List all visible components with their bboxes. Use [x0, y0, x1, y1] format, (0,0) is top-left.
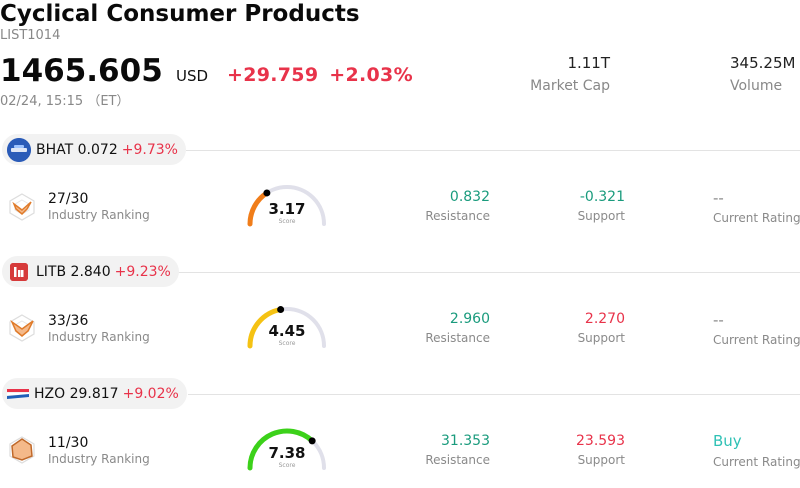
score-value: 7.38 [268, 444, 306, 462]
radar-ranking-icon [7, 192, 37, 222]
volume-value: 345.25M [730, 54, 796, 72]
stock-pill-litb[interactable]: LITB 2.840 +9.23% [2, 256, 179, 287]
score-gauge [247, 185, 326, 227]
score-value: 3.17 [268, 200, 306, 218]
score-value: 4.45 [268, 322, 306, 340]
current-rating-value: -- [713, 311, 724, 329]
stock-change-percent: +9.73% [121, 141, 178, 158]
support-value: 2.270 [584, 311, 625, 327]
support-value: -0.321 [579, 189, 625, 205]
resistance-label: Resistance [425, 331, 490, 345]
support-value: 23.593 [576, 433, 625, 449]
score-label: Score [278, 218, 296, 225]
stock-pill-hzo[interactable]: HZO 29.817 +9.02% [2, 378, 187, 409]
resistance-value: 2.960 [449, 311, 490, 327]
current-rating-label: Current Rating [713, 333, 800, 347]
index-price: 1465.605 [0, 53, 163, 89]
quote-time: 02/24, 15:15 （ET） [0, 94, 130, 109]
industry-rank-label: Industry Ranking [48, 330, 150, 344]
index-code: LIST1014 [0, 28, 61, 43]
resistance-label: Resistance [425, 209, 490, 223]
current-rating-value: Buy [713, 432, 742, 450]
litb-logo-icon [10, 262, 28, 281]
radar-ranking-icon [7, 435, 37, 465]
stock-change-percent: +9.02% [122, 385, 179, 402]
radar-ranking-icon [7, 313, 37, 343]
marinemax-logo-icon [7, 382, 29, 406]
currency-label: USD [176, 67, 209, 85]
support-label: Support [577, 331, 625, 345]
price-change-value: +29.759 [227, 64, 319, 86]
resistance-value: 0.832 [449, 189, 490, 205]
page-title: Cyclical Consumer Products [0, 1, 360, 27]
market-cap-label: Market Cap [530, 78, 610, 94]
stock-pill-bhat[interactable]: BHAT 0.072 +9.73% [2, 134, 186, 165]
stock-symbol: LITB 2.840 [36, 263, 111, 280]
current-rating-label: Current Rating [713, 455, 800, 469]
stock-change-percent: +9.23% [114, 263, 171, 280]
stock-symbol: BHAT 0.072 [36, 141, 118, 158]
support-label: Support [577, 209, 625, 223]
score-label: Score [278, 340, 296, 347]
price-change-percent: +2.03% [329, 64, 413, 86]
stock-symbol: HZO 29.817 [34, 385, 119, 402]
current-rating-label: Current Rating [713, 211, 800, 225]
section-divider [188, 394, 800, 395]
score-gauge [247, 306, 326, 349]
market-cap-value: 1.11T [567, 54, 610, 72]
score-gauge [247, 428, 326, 471]
resistance-value: 31.353 [441, 433, 490, 449]
industry-rank-label: Industry Ranking [48, 452, 150, 466]
price-change: +29.759 +2.03% [227, 64, 413, 86]
industry-rank-value: 27/30 [48, 191, 89, 207]
score-label: Score [278, 462, 296, 469]
current-rating-value: -- [713, 189, 724, 207]
industry-rank-value: 33/36 [48, 313, 89, 329]
section-divider [186, 150, 800, 151]
support-label: Support [577, 453, 625, 467]
industry-rank-value: 11/30 [48, 435, 89, 451]
resistance-label: Resistance [425, 453, 490, 467]
industry-rank-label: Industry Ranking [48, 208, 150, 222]
blue-hat-logo-icon [7, 137, 31, 162]
volume-label: Volume [730, 78, 783, 94]
section-divider [178, 272, 800, 273]
